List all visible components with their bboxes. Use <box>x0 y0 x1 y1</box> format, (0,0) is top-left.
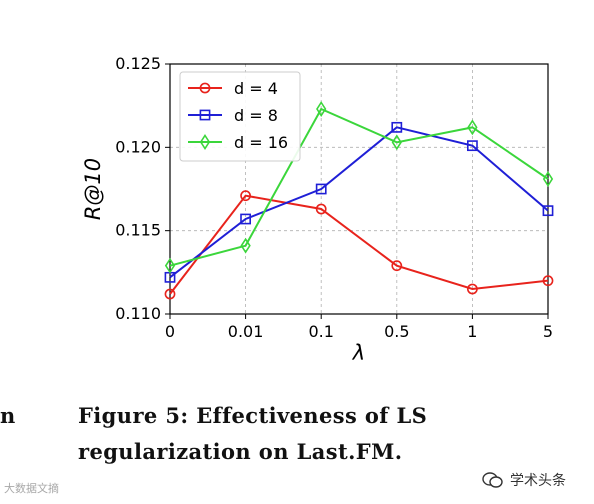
watermark-right-label: 学术头条 <box>510 473 566 489</box>
data-point-2-5 <box>542 171 554 187</box>
data-point-2-0 <box>164 257 176 274</box>
legend-label-1: d = 8 <box>234 106 278 125</box>
legend-marker-2 <box>199 134 211 150</box>
series-line-1 <box>169 126 549 279</box>
data-point-1-3 <box>391 121 403 133</box>
legend-label-0: d = 4 <box>234 79 278 98</box>
y-tick-label: 0.125 <box>115 54 161 73</box>
wechat-icon <box>482 472 503 488</box>
figure-caption: Figure 5: Effectiveness of LS regulariza… <box>78 403 428 464</box>
data-point-0-5 <box>542 275 554 287</box>
data-point-1-1 <box>240 213 251 225</box>
series-line-2 <box>169 107 549 267</box>
data-point-1-2 <box>315 183 327 195</box>
legend-marker-0 <box>199 82 211 94</box>
data-point-1-4 <box>466 140 478 152</box>
x-tick-label: 5 <box>543 322 553 341</box>
legend-label-2: d = 16 <box>234 133 288 152</box>
plot-frame <box>169 63 549 315</box>
y-tick-label: 0.115 <box>115 221 161 240</box>
data-point-0-0 <box>164 288 176 300</box>
data-point-1-5 <box>542 205 554 217</box>
data-point-2-2 <box>316 101 327 117</box>
watermark-right: 学术头条 <box>482 470 566 490</box>
data-point-0-1 <box>240 190 251 202</box>
x-tick-label: 0.5 <box>384 322 409 341</box>
data-point-2-3 <box>391 134 402 151</box>
x-tick-label: 0 <box>165 322 175 341</box>
y-axis-title: R@10 <box>81 158 105 220</box>
y-tick-label: 0.110 <box>115 304 161 323</box>
series-line-0 <box>169 194 549 295</box>
y-tick-label: 0.120 <box>115 137 161 156</box>
cropped-text-fragment: n <box>0 403 16 428</box>
legend-marker-1 <box>199 109 211 121</box>
line-chart: 0.110 0.115 0.120 0.125 0 0.01 0.1 0.5 1 5 λ R@10 d … <box>81 54 554 365</box>
legend-box <box>179 71 301 162</box>
x-axis-title: λ <box>352 341 365 365</box>
data-point-2-1 <box>240 237 251 254</box>
x-tick-label: 0.1 <box>308 322 333 341</box>
watermark-left: 大数据文摘 <box>4 482 59 495</box>
x-tick-label: 0.01 <box>228 322 264 341</box>
data-point-0-3 <box>391 260 403 272</box>
data-point-0-2 <box>315 203 327 215</box>
data-point-0-4 <box>466 283 478 295</box>
data-point-2-4 <box>467 119 478 136</box>
x-tick-label: 1 <box>467 322 477 341</box>
